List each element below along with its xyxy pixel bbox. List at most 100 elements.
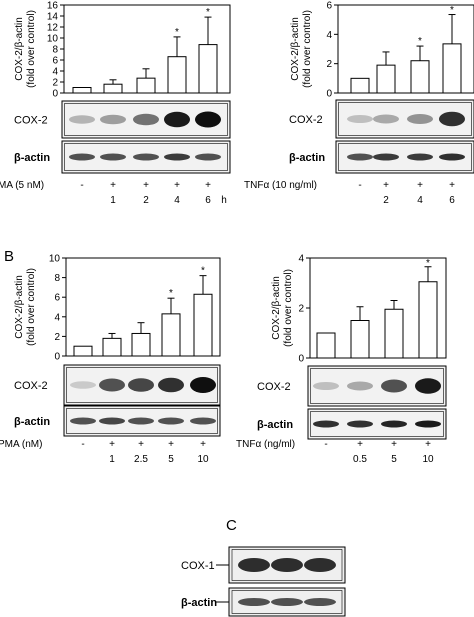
bar [193, 293, 213, 357]
blot-band [190, 417, 216, 425]
y-tick-label: 2 [54, 332, 60, 343]
panel-letter-b: B [4, 248, 14, 265]
blot-band [238, 598, 270, 606]
bar [131, 332, 151, 357]
blot-inner-frame [310, 368, 444, 404]
bar [316, 332, 336, 359]
blot-band [373, 153, 399, 161]
condition-sign: - [81, 439, 84, 450]
y-tick-label: 0 [52, 89, 58, 100]
y-tick-label: 4 [298, 254, 304, 265]
blot-inner-frame [338, 143, 472, 171]
blot-band [99, 378, 125, 392]
blot-band [407, 114, 433, 124]
y-tick-label: 4 [54, 312, 60, 323]
blot-band [164, 111, 190, 128]
blot-label-cox2: COX-2 [14, 115, 48, 127]
blot-inner-frame [66, 408, 218, 434]
x-tick-label: 2.5 [134, 454, 148, 465]
bar [198, 44, 218, 94]
significance-star: * [169, 288, 173, 299]
x-tick-label: 5 [391, 454, 397, 465]
condition-label: MA (5 nM) [0, 180, 44, 191]
y-tick-label: 6 [326, 1, 332, 12]
bar [136, 77, 156, 94]
condition-sign: - [358, 180, 361, 191]
panel-b-left: 0 2 4 6 8 10 COX-2/β-actin (fold over control) *… [0, 254, 221, 465]
blot-band [238, 558, 270, 572]
blot-band [415, 420, 441, 428]
y-tick-label: 8 [54, 273, 60, 284]
y-axis-label-line1: COX-2/β-actin [14, 275, 25, 339]
y-axis-label-line2: (fold over control) [283, 269, 294, 347]
blot-band [99, 417, 125, 425]
blot-band [373, 114, 399, 124]
significance-star: * [175, 27, 179, 38]
blot-label-bactin: β-actin [14, 416, 50, 428]
blot-band [70, 417, 96, 425]
condition-sign: + [143, 180, 149, 191]
blot-band [304, 598, 336, 606]
condition-sign: + [357, 439, 363, 450]
blot-band [133, 153, 159, 161]
blot-label-bactin: β-actin [14, 152, 50, 164]
x-tick-label: 1 [110, 195, 116, 206]
bar [376, 64, 396, 94]
condition-sign: + [138, 439, 144, 450]
y-tick-label: 14 [47, 12, 59, 23]
x-tick-label: 4 [417, 195, 423, 206]
x-tick-label: 5 [168, 454, 174, 465]
condition-sign: - [80, 180, 83, 191]
y-tick-label: 2 [326, 59, 332, 70]
y-axis-label-line2: (fold over control) [26, 268, 37, 346]
significance-star: * [426, 258, 430, 269]
blot-band [133, 113, 159, 126]
x-tick-label: 2 [383, 195, 389, 206]
condition-label: PMA (nM) [0, 439, 42, 450]
y-tick-label: 6 [52, 56, 58, 67]
y-axis-label-line1: COX-2/β-actin [14, 17, 25, 81]
blot-band [347, 420, 373, 428]
plot-frame [337, 4, 474, 94]
bar [103, 83, 123, 94]
y-tick-label: 0 [326, 89, 332, 100]
y-tick-label: 0 [298, 354, 304, 365]
significance-star: * [206, 7, 210, 18]
condition-sign: + [417, 180, 423, 191]
bar [102, 337, 122, 357]
condition-label: TNFα (10 ng/ml) [244, 180, 317, 191]
y-tick-label: 10 [49, 254, 61, 265]
bar [350, 77, 370, 94]
y-tick-label: 16 [47, 1, 59, 12]
condition-sign: + [110, 180, 116, 191]
y-tick-label: 8 [52, 45, 58, 56]
blot-inner-frame [64, 143, 228, 171]
x-tick-label: 4 [174, 195, 180, 206]
blot-band [190, 377, 216, 393]
bar [410, 60, 430, 94]
blot-band [100, 153, 126, 161]
x-unit-label: h [221, 195, 227, 206]
blot-label-cox2: COX-2 [289, 114, 323, 126]
condition-sign: + [205, 180, 211, 191]
blot-band [128, 378, 154, 392]
condition-sign: + [200, 439, 206, 450]
x-tick-label: 1 [109, 454, 115, 465]
x-tick-label: 2 [143, 195, 149, 206]
x-tick-label: 6 [449, 195, 455, 206]
x-tick-label: 6 [205, 195, 211, 206]
y-tick-label: 2 [298, 304, 304, 315]
blot-band [347, 381, 373, 391]
y-tick-label: 6 [54, 293, 60, 304]
blot-band [271, 558, 303, 572]
blot-band [158, 377, 184, 393]
blot-label-bactin: β-actin [181, 597, 217, 609]
blot-inner-frame [231, 590, 343, 614]
condition-sign: + [449, 180, 455, 191]
blot-label-bactin: β-actin [257, 419, 293, 431]
y-axis-label-line1: COX-2/β-actin [271, 276, 282, 340]
blot-band [381, 379, 407, 393]
